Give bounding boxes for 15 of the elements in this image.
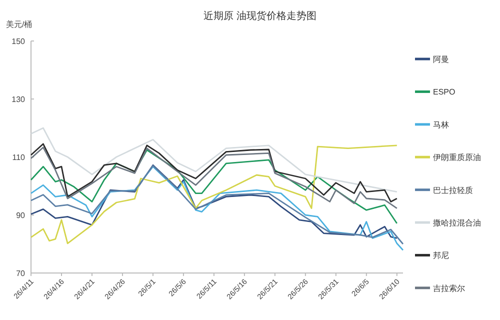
chart-title: 近期原 油现货价格走势图 xyxy=(204,10,316,22)
y-tick-label: 110 xyxy=(12,153,26,162)
legend-label: 伊朗重质原油 xyxy=(433,153,481,162)
legend-label: ESPO xyxy=(433,88,456,97)
y-axis-title: 美元/桶 xyxy=(6,20,32,29)
legend-label: 马林 xyxy=(433,120,449,130)
legend-label: 撒哈拉混合油 xyxy=(433,218,481,228)
y-tick-label: 90 xyxy=(16,211,26,220)
legend-label: 邦尼 xyxy=(433,251,449,260)
legend-label: 阿曼 xyxy=(433,55,449,64)
y-tick-label: 70 xyxy=(16,269,26,278)
legend-label: 巴士拉轻质 xyxy=(433,186,473,195)
y-tick-label: 130 xyxy=(12,95,26,104)
y-tick-label: 150 xyxy=(12,37,26,46)
legend-label: 吉拉索尔 xyxy=(433,284,465,293)
